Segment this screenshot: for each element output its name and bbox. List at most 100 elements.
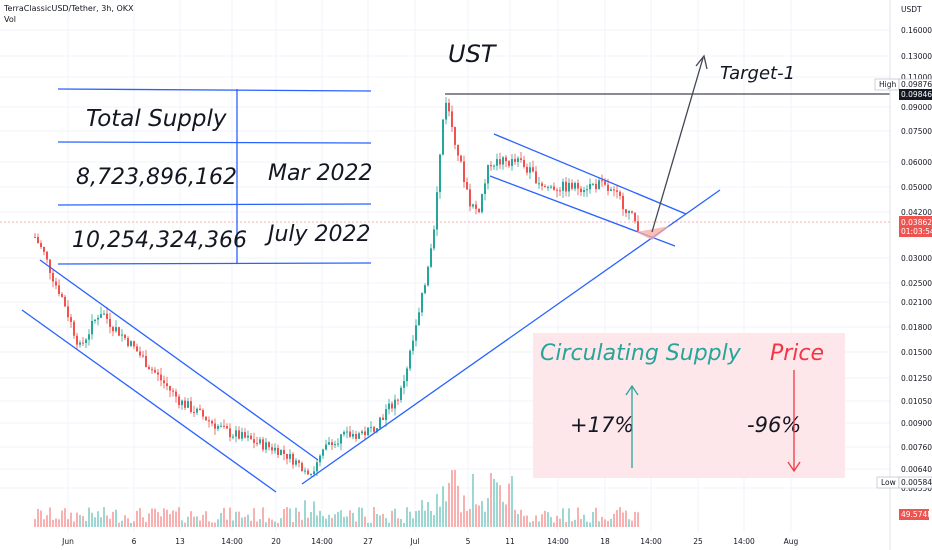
candle-body (265, 442, 267, 450)
candle-body (547, 187, 549, 189)
volume-bar (259, 519, 261, 527)
candle-body (412, 340, 414, 351)
candle-body (439, 154, 441, 193)
candle-body (250, 435, 252, 440)
x-tick-label: 25 (693, 537, 703, 546)
volume-bar (397, 518, 399, 527)
candle-body (46, 251, 48, 260)
candle-body (337, 443, 339, 445)
candle-body (232, 436, 234, 438)
volume-bar (244, 516, 246, 527)
candle-body (385, 409, 387, 420)
candle-body (304, 470, 306, 472)
volume-bar (439, 506, 441, 527)
x-tick-label: 13 (175, 537, 185, 546)
candle-body (589, 183, 591, 190)
candle-body (118, 327, 120, 336)
volume-bar (379, 515, 381, 527)
candle-body (175, 391, 177, 397)
candle-body (256, 442, 258, 444)
volume-bar (334, 514, 336, 527)
volume-bar (313, 501, 315, 527)
candle-body (205, 416, 207, 421)
volume-bar (478, 505, 480, 527)
x-tick-label: 11 (505, 537, 515, 546)
candle-body (565, 181, 567, 192)
flag-upper[interactable] (493, 133, 687, 215)
candle-body (151, 369, 153, 371)
candle-body (397, 399, 399, 401)
candle-body (241, 432, 243, 439)
volume-bar (427, 502, 429, 527)
candle-body (634, 212, 636, 222)
candle-body (445, 102, 447, 120)
volume-bar (322, 516, 324, 527)
candle-body (229, 428, 231, 438)
x-axis-ticks: Jun 6 13 14:00 20 14:00 27 Jul 5 11 14:00 18 14:00 25… (61, 537, 798, 546)
x-tick-label: 14:00 (221, 537, 243, 546)
candle-body (535, 171, 537, 184)
candle-body (49, 259, 51, 273)
volume-bar (325, 518, 327, 527)
candle-body (424, 285, 426, 294)
volume-bar (547, 512, 549, 527)
candle-body (196, 408, 198, 413)
supply-row1-date: Mar 2022 (268, 161, 373, 186)
candle-body (208, 420, 210, 422)
candle-body (457, 144, 459, 156)
candle-body (43, 247, 45, 252)
candle-body (286, 453, 288, 459)
volume-bar (55, 518, 57, 527)
volume-bar (301, 519, 303, 527)
volume-bar (49, 507, 51, 527)
volume-bar (250, 520, 252, 527)
candle-body (289, 453, 291, 459)
candle-body (514, 159, 516, 162)
volume-bar (475, 504, 477, 527)
volume-bar (133, 521, 135, 527)
volume-bar (481, 501, 483, 527)
volume-bar (514, 509, 516, 527)
volume-bar (193, 516, 195, 527)
down-channel-upper[interactable] (39, 259, 319, 461)
volume-bar (622, 512, 624, 527)
down-channel-lower[interactable] (21, 309, 277, 493)
candle-body (100, 314, 102, 318)
x-tick-label: 20 (271, 537, 281, 546)
volume-bar (490, 472, 492, 527)
candle-body (466, 182, 468, 190)
volume-bar (145, 521, 147, 527)
volume-bar (571, 521, 573, 527)
volume-bar (562, 508, 564, 527)
candle-body (361, 431, 363, 434)
candle-body (181, 400, 183, 406)
target-arrow-line[interactable] (651, 57, 704, 233)
volume-bar (139, 508, 141, 527)
candle-body (520, 158, 522, 160)
volume-bar (568, 508, 570, 527)
supply-row2-value: 10,254,324,366 (72, 228, 247, 253)
candle-body (406, 368, 408, 382)
candle-body (130, 341, 132, 346)
candle-body (148, 366, 150, 370)
candle-body (220, 425, 222, 427)
candle-body (403, 381, 405, 388)
candle-body (469, 189, 471, 207)
volume-bar (298, 511, 300, 527)
volume-bar (61, 510, 63, 527)
candle-body (484, 183, 486, 194)
candle-body (313, 471, 315, 475)
volume-bar (445, 501, 447, 527)
candle-body (322, 449, 324, 456)
volume-bar (154, 508, 156, 527)
volume-bar (52, 519, 54, 527)
volume-bar (205, 511, 207, 527)
target-label: Target-1 (720, 63, 795, 84)
candle-body (562, 181, 564, 191)
